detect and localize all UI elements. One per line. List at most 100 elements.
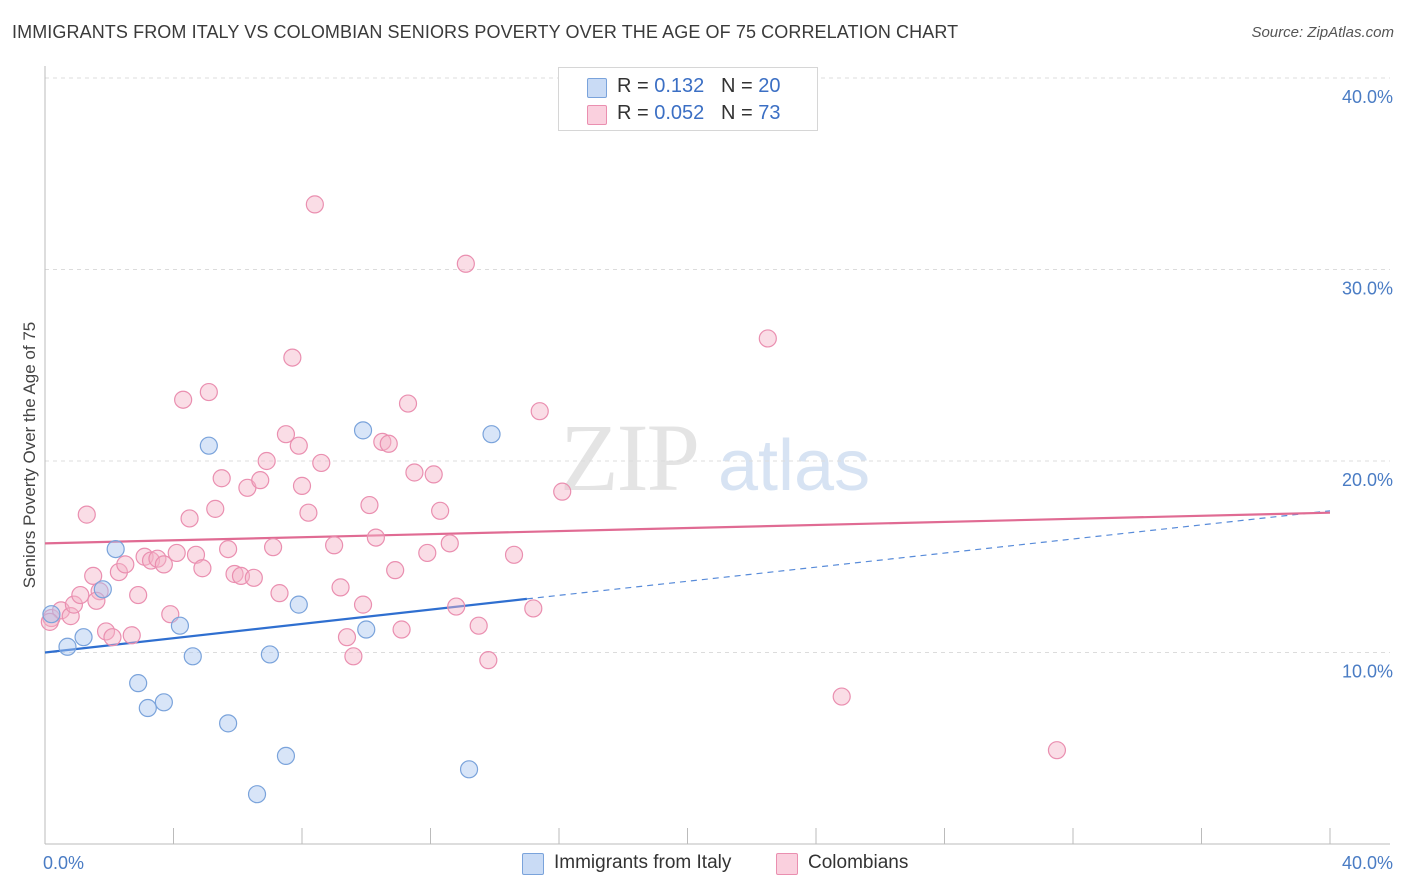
- data-point: [77, 505, 96, 524]
- tick-labels: 10.0% 20.0% 30.0% 40.0% 0.0% 40.0%: [43, 87, 1393, 873]
- data-point: [170, 616, 190, 635]
- data-point: [366, 528, 385, 547]
- watermark-atlas: atlas: [718, 426, 870, 506]
- data-point: [174, 390, 193, 409]
- legend-n-label-italy: N =: [720, 75, 759, 97]
- data-point: [71, 585, 90, 605]
- bottom-legend-label-italy: Immigrants from Italy: [554, 852, 732, 873]
- data-point: [103, 628, 122, 647]
- data-point: [122, 626, 141, 645]
- data-point: [247, 785, 267, 804]
- data-point: [482, 425, 501, 444]
- data-point: [116, 555, 135, 574]
- data-point: [289, 436, 308, 455]
- data-point: [183, 647, 202, 666]
- data-point: [289, 595, 308, 614]
- data-point: [206, 499, 225, 518]
- legend-r-value-colombians: 0.052: [654, 102, 705, 124]
- data-point: [379, 434, 398, 453]
- x-tick-label: 0.0%: [43, 853, 84, 873]
- legend-n-value-italy: 20: [758, 75, 781, 97]
- data-point: [283, 348, 302, 367]
- y-tick-label: 30.0%: [1342, 279, 1393, 299]
- data-point: [353, 595, 373, 614]
- data-point: [405, 463, 424, 482]
- data-point: [251, 471, 270, 490]
- data-point: [106, 539, 125, 559]
- y-tick-label: 20.0%: [1342, 470, 1393, 490]
- data-point: [832, 687, 851, 706]
- y-axis-label: Seniors Poverty Over the Age of 75: [20, 322, 39, 588]
- legend-swatch-italy: [587, 78, 607, 98]
- y-tick-label: 40.0%: [1342, 87, 1393, 107]
- source-label: Source: ZipAtlas.com: [1251, 24, 1394, 41]
- data-point: [373, 432, 392, 451]
- data-point: [154, 693, 173, 712]
- data-point: [257, 451, 276, 471]
- data-point: [154, 555, 173, 574]
- data-point: [353, 421, 373, 440]
- data-point: [469, 616, 488, 635]
- data-point: [93, 580, 112, 599]
- data-point: [530, 402, 549, 421]
- data-point: [524, 599, 543, 618]
- data-point: [42, 605, 61, 624]
- legend-text-italy: R = 0.132 N = 20: [617, 75, 780, 98]
- data-point: [440, 534, 459, 553]
- data-point: [276, 425, 296, 444]
- data-point: [270, 584, 289, 603]
- data-point: [276, 746, 296, 766]
- data-point: [199, 436, 218, 455]
- bottom-legend-swatch-colombians: [776, 853, 798, 875]
- data-point: [212, 469, 231, 488]
- data-point: [456, 254, 475, 273]
- data-point: [260, 645, 279, 664]
- data-point: [479, 651, 498, 670]
- data-point: [305, 195, 324, 214]
- data-point: [263, 538, 283, 557]
- data-point: [90, 582, 109, 601]
- legend-r-value-italy: 0.132: [654, 75, 705, 97]
- data-point: [386, 561, 405, 580]
- data-point: [758, 329, 777, 348]
- legend-swatch-colombians: [587, 105, 607, 125]
- gridlines: [45, 77, 1390, 653]
- watermark: ZIP atlas: [560, 404, 870, 511]
- data-point: [84, 566, 103, 586]
- data-point: [74, 628, 93, 647]
- trend-line: [44, 597, 527, 654]
- data-point: [360, 495, 379, 515]
- bottom-legend-label-colombians: Colombians: [808, 852, 909, 873]
- x-tick-label: 40.0%: [1342, 853, 1393, 873]
- data-point: [459, 760, 479, 779]
- data-point: [244, 568, 263, 587]
- data-point: [87, 591, 106, 610]
- data-point: [398, 394, 418, 413]
- legend-n-label-colombians: N =: [720, 102, 759, 124]
- data-point: [392, 620, 411, 639]
- data-point: [58, 637, 77, 656]
- data-point: [447, 597, 466, 616]
- trend-line: [44, 511, 1331, 545]
- data-point: [129, 585, 148, 605]
- data-point: [357, 620, 376, 639]
- legend-r-label-colombians: R =: [617, 102, 655, 124]
- data-point: [553, 482, 572, 501]
- data-point: [344, 647, 363, 666]
- y-tick-label: 10.0%: [1342, 662, 1393, 682]
- legend-text-colombians: R = 0.052 N = 73: [617, 102, 780, 125]
- data-point: [138, 698, 157, 718]
- data-point: [129, 674, 148, 693]
- data-point: [40, 612, 59, 631]
- data-point: [180, 509, 199, 528]
- legend-n-value-colombians: 73: [758, 102, 781, 124]
- data-point: [199, 382, 218, 402]
- data-point: [292, 476, 312, 495]
- data-point: [64, 595, 84, 614]
- data-point: [431, 501, 450, 520]
- data-points: [40, 195, 1067, 804]
- data-point: [167, 543, 186, 563]
- data-point: [418, 543, 437, 563]
- stats-legend: R = 0.132 N = 20 R = 0.052 N = 73: [558, 67, 818, 131]
